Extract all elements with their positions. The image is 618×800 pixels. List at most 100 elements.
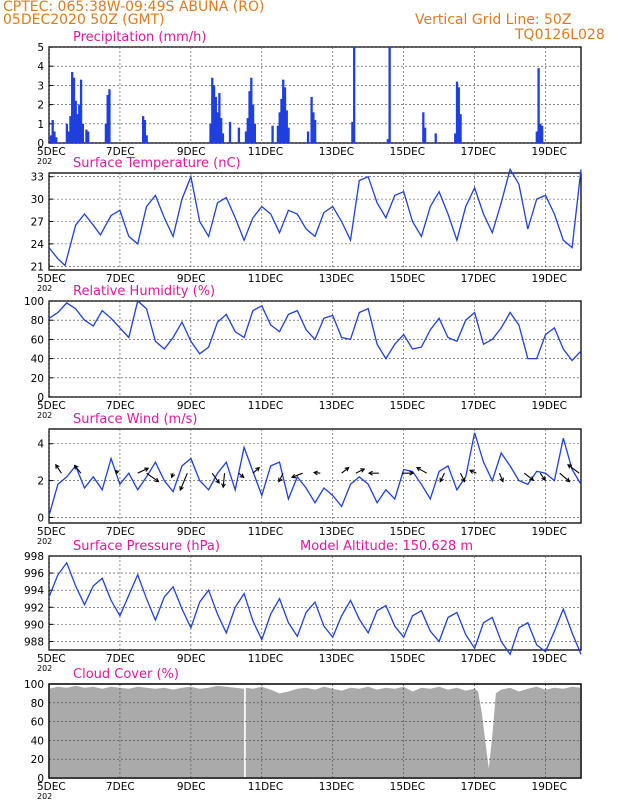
x-tick-label: 15DEC [390, 781, 425, 793]
precip-bar [53, 131, 56, 143]
year-stub: 202 [37, 664, 52, 673]
precip-bar [454, 133, 457, 143]
y-tick-label: 992 [24, 602, 44, 614]
x-tick-label: 19DEC [532, 653, 567, 665]
wind-arrow [211, 472, 220, 484]
y-tick-label: 27 [31, 217, 44, 229]
precip-bar [67, 131, 70, 143]
wind-arrow [539, 472, 546, 482]
wind-arrow [114, 469, 120, 475]
precip-bar [287, 127, 290, 143]
y-tick-label: 0 [37, 138, 44, 150]
cloud-panel: 0 20 40 60 80 100 5DEC 7DEC 9DEC 11DEC 13DEC 15DEC 1… [24, 667, 582, 800]
x-tick-label: 5DEC [37, 653, 66, 665]
x-tick-label: 11DEC [248, 653, 283, 665]
wind-arrow [355, 468, 366, 474]
x-tick-label: 19DEC [532, 146, 567, 158]
y-tick-label: 21 [31, 261, 44, 273]
precip-bar [278, 112, 281, 143]
panel-frame [48, 683, 582, 779]
y-tick-label: 20 [31, 754, 44, 766]
y-tick-label: 20 [31, 373, 44, 385]
x-tick-label: 13DEC [319, 400, 354, 412]
precip-bar [74, 100, 77, 143]
precip-bar [49, 135, 53, 143]
precip-bar [218, 93, 221, 143]
x-tick-label: 11DEC [248, 781, 283, 793]
precip-bar [221, 133, 225, 143]
y-tick-label: 0 [37, 773, 44, 785]
y-tick-label: 0 [37, 392, 44, 404]
x-tick-label: 19DEC [532, 400, 567, 412]
x-tick-label: 15DEC [390, 653, 425, 665]
precip-bar [537, 68, 540, 143]
precipitation-panel: 0 1 2 3 4 5 5DEC 7DEC 9DEC 11DEC 13DEC 15DEC 17DEC 19… [37, 30, 582, 166]
y-tick-label: 2 [37, 100, 44, 112]
precip-bar [351, 121, 354, 143]
precip-bar [211, 77, 214, 143]
precip-bar [85, 129, 88, 143]
x-tick-label: 9DEC [177, 781, 206, 793]
x-tick-label: 9DEC [177, 146, 206, 158]
wind-arrow [170, 473, 176, 479]
precip-bar [104, 123, 108, 143]
x-tick-label: 13DEC [319, 781, 354, 793]
precip-bar [78, 104, 81, 143]
y-tick-label: 998 [24, 551, 44, 563]
y-tick-label: 60 [31, 717, 44, 729]
y-tick-label: 0 [37, 512, 44, 524]
x-tick-label: 7DEC [106, 781, 135, 793]
precip-bar [72, 77, 76, 143]
precip-bar [271, 125, 274, 143]
location-title: CPTEC: 065:38W-09:49S ABUNA (RO) [3, 0, 265, 15]
wind-line [48, 432, 582, 516]
wind-arrow [55, 463, 62, 474]
model-code: TQ0126L028 [515, 27, 605, 43]
x-tick-label: 17DEC [461, 653, 496, 665]
y-tick-label: 1 [37, 119, 44, 131]
precip-bar [282, 79, 285, 143]
wind-arrow [559, 472, 571, 483]
precip-bar [143, 119, 147, 143]
x-tick-label: 7DEC [106, 653, 135, 665]
x-tick-label: 7DEC [106, 146, 135, 158]
x-tick-label: 17DEC [461, 146, 496, 158]
x-tick-label: 9DEC [177, 400, 206, 412]
x-tick-label: 17DEC [461, 526, 496, 538]
y-tick-label: 80 [31, 315, 44, 327]
precip-bar [246, 118, 249, 143]
precip-bar [51, 119, 54, 143]
year-stub: 202 [37, 157, 52, 166]
precip-bar [251, 104, 255, 143]
precip-bar [276, 125, 280, 143]
x-tick-label: 13DEC [319, 273, 354, 285]
x-tick-label: 15DEC [390, 146, 425, 158]
wind-arrow [179, 472, 188, 492]
y-tick-label: 4 [37, 439, 44, 451]
wind-panel: 0 2 4 5DEC 7DEC 9DEC 11DEC 13DEC 15DEC 17DEC 19DEC… [37, 412, 582, 546]
precip-bar [253, 123, 257, 143]
x-tick-label: 9DEC [177, 653, 206, 665]
wind-arrow [221, 473, 226, 489]
x-tick-label: 13DEC [319, 653, 354, 665]
panel-title: Surface Wind (m/s) [73, 412, 197, 427]
wind-arrow [137, 467, 150, 474]
wind-arrow [238, 472, 245, 479]
precip-bar [422, 112, 425, 143]
panel-title: Cloud Cover (%) [73, 667, 179, 682]
precip-bar [69, 116, 72, 143]
x-tick-label: 11DEC [248, 146, 283, 158]
wind-arrow [341, 466, 350, 474]
wind-arrow [401, 470, 415, 476]
precip-bar [216, 112, 219, 143]
model-altitude: Model Altitude: 150.628 m [300, 539, 473, 554]
pressure-panel: 988 990 992 994 996 998 5DEC 7DEC 9DEC 11DEC 13DEC… [24, 539, 582, 673]
wind-arrow [278, 472, 284, 483]
y-tick-label: 5 [37, 42, 44, 54]
wind-arrow [312, 470, 321, 476]
x-tick-label: 17DEC [461, 273, 496, 285]
panel-frame [48, 300, 582, 398]
grid-note: Vertical Grid Line: 50Z [415, 12, 572, 28]
x-tick-label: 19DEC [532, 526, 567, 538]
cloud-cover-area [49, 685, 581, 778]
